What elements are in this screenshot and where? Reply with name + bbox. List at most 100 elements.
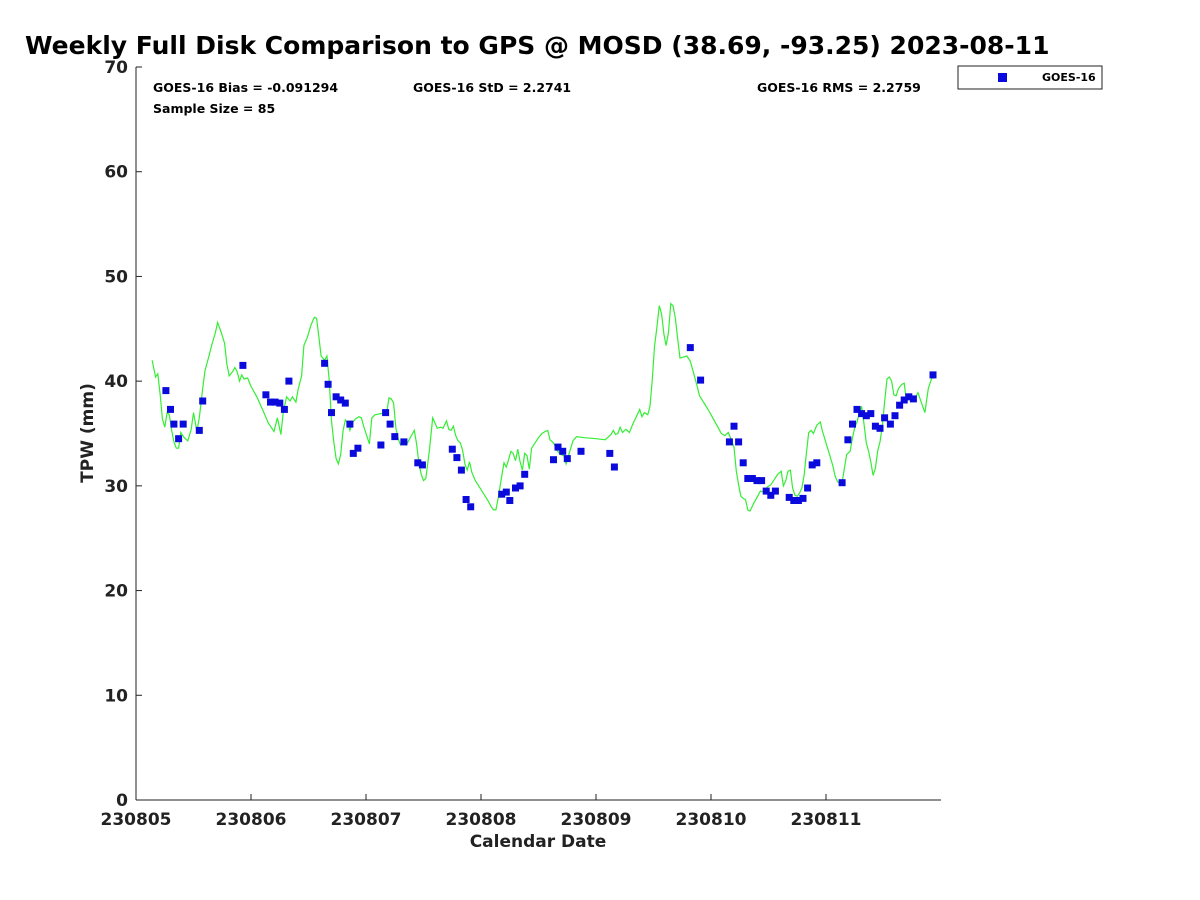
goes-16-point	[550, 456, 557, 464]
goes-16-point	[735, 438, 743, 446]
x-tick-label: 230808	[446, 810, 517, 830]
goes-16-point	[498, 490, 506, 498]
goes-16-point	[844, 436, 852, 444]
goes-16-point	[744, 475, 752, 482]
y-tick-label: 0	[116, 791, 128, 811]
rms-stat: GOES-16 RMS = 2.2759	[757, 80, 921, 95]
goes-16-point	[896, 401, 904, 409]
ticks-layer: 0 10 20 30 40 50 60 70 230805 230806 230807 230808 2…	[101, 58, 862, 830]
goes-16-point	[838, 479, 846, 487]
goes-16-point	[891, 412, 899, 420]
goes-16-point	[771, 487, 779, 495]
goes-16-point	[748, 475, 756, 482]
bias-stat: GOES-16 Bias = -0.091294	[153, 80, 338, 95]
goes-16-point	[725, 438, 733, 446]
chart-title: Weekly Full Disk Comparison to GPS @ MOS…	[25, 31, 1049, 60]
goes-16-point	[758, 477, 766, 485]
series-layer	[151, 302, 937, 512]
std-stat: GOES-16 StD = 2.2741	[413, 80, 571, 95]
goes-16-point	[199, 397, 207, 405]
goes-16-point	[881, 414, 889, 422]
x-tick-label: 230809	[561, 810, 632, 830]
y-axis-label: TPW (mm)	[78, 383, 98, 483]
x-tick-label: 230807	[331, 810, 402, 830]
y-tick-label: 10	[104, 686, 128, 706]
goes-16-point	[195, 426, 203, 434]
goes-16-point	[900, 396, 908, 404]
goes-16-point	[448, 445, 456, 453]
legend-marker-goes-16	[998, 73, 1007, 82]
goes-16-point	[382, 409, 390, 417]
goes-16-point	[179, 420, 187, 428]
x-tick-label: 230805	[101, 810, 172, 830]
goes-16-point	[849, 420, 856, 428]
legend-box	[957, 65, 1103, 90]
goes-16-point	[506, 497, 514, 504]
goes-16-point	[577, 447, 585, 455]
goes-16-point	[386, 420, 394, 428]
goes-16-point	[554, 443, 562, 451]
legend: GOES-16	[957, 65, 1103, 90]
goes-16-point	[457, 466, 465, 474]
goes-16-point	[400, 438, 408, 446]
x-axis-label: Calendar Date	[470, 832, 607, 852]
x-tick-label: 230810	[676, 810, 747, 830]
goes-16-point	[853, 405, 861, 413]
goes-16-point	[799, 494, 807, 502]
goes-16-point	[332, 393, 340, 401]
goes-16-point	[162, 387, 170, 395]
gps-series-line	[151, 302, 935, 512]
goes-16-point	[905, 393, 913, 401]
goes-16-point	[753, 477, 761, 485]
goes-16-point	[467, 503, 475, 511]
goes-16-point	[559, 447, 567, 455]
y-tick-label: 20	[104, 582, 128, 602]
goes-16-point	[167, 405, 174, 413]
goes-16-point	[871, 422, 879, 430]
goes-16-point	[453, 454, 461, 462]
goes-16-point	[909, 395, 917, 403]
goes-16-point	[324, 380, 332, 388]
y-tick-label: 60	[104, 163, 128, 183]
goes-16-point	[606, 449, 614, 457]
goes-16-point	[804, 484, 812, 492]
y-tick-label: 70	[104, 58, 128, 78]
goes-16-point	[813, 459, 821, 467]
goes-16-point	[271, 398, 279, 406]
goes-16-point	[794, 497, 802, 504]
goes-16-point	[862, 412, 870, 420]
goes-16-point	[730, 422, 738, 430]
y-tick-label: 50	[104, 267, 128, 287]
goes-16-point	[175, 435, 183, 443]
goes-16-point	[346, 420, 354, 428]
goes-16-point	[697, 376, 705, 384]
goes-16-point	[377, 441, 385, 449]
goes-16-point	[512, 484, 519, 492]
sample-size-stat: Sample Size = 85	[153, 101, 275, 116]
goes-16-point	[285, 377, 293, 385]
goes-16-point	[867, 410, 875, 418]
legend-label-goes-16: GOES-16	[1042, 71, 1096, 84]
goes-16-point	[858, 410, 866, 418]
goes-16-point	[239, 361, 247, 369]
goes-16-point	[262, 391, 270, 399]
goes-16-point	[267, 398, 274, 406]
goes-16-point	[280, 405, 288, 413]
goes-16-point	[767, 491, 775, 499]
goes-16-point	[808, 461, 816, 469]
goes-16-point	[790, 497, 798, 504]
x-tick-label: 230806	[216, 810, 287, 830]
goes-16-point	[462, 496, 470, 503]
goes-16-point	[391, 433, 399, 441]
goes-16-point	[686, 344, 694, 352]
goes-16-point	[785, 493, 793, 501]
axes	[135, 67, 941, 801]
goes-16-point	[354, 444, 362, 452]
goes-16-point	[521, 470, 529, 478]
goes-16-point	[929, 371, 937, 379]
goes-16-point	[321, 359, 329, 367]
goes-16-point	[170, 420, 178, 428]
goes-16-point	[610, 463, 618, 471]
